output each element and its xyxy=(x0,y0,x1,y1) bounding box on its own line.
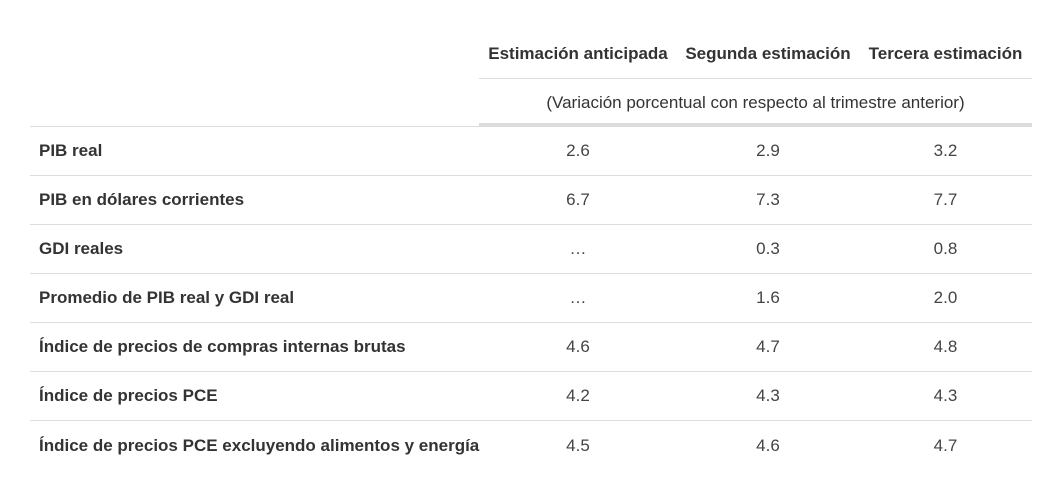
column-header-advance-estimate: Estimación anticipada xyxy=(488,44,668,63)
subheader-row: (Variación porcentual con respecto al tr… xyxy=(30,78,1032,127)
cell-advance-estimate: … xyxy=(569,288,587,307)
column-header-second-estimate: Segunda estimación xyxy=(685,44,851,63)
cell-advance-estimate: 6.7 xyxy=(566,190,590,209)
cell-third-estimate: 2.0 xyxy=(933,288,958,307)
table-row: Promedio de PIB real y GDI real … 1.6 2.… xyxy=(30,274,1032,323)
cell-second-estimate: 4.3 xyxy=(756,386,780,405)
units-subheader: (Variación porcentual con respecto al tr… xyxy=(479,78,1032,127)
column-header-row: Estimación anticipada Segunda estimación… xyxy=(30,30,1032,78)
cell-advance-estimate: 4.5 xyxy=(566,435,590,455)
estimates-table: Estimación anticipada Segunda estimación… xyxy=(30,30,1032,470)
cell-third-estimate: 4.8 xyxy=(933,337,958,356)
cell-advance-estimate: 4.6 xyxy=(566,337,590,356)
row-label: PIB real xyxy=(39,141,103,160)
cell-second-estimate: 2.9 xyxy=(756,141,780,160)
cell-third-estimate: 7.7 xyxy=(933,190,958,209)
row-label: Índice de precios de compras internas br… xyxy=(39,337,406,356)
cell-second-estimate: 7.3 xyxy=(756,190,780,209)
column-header-third-estimate: Tercera estimación xyxy=(868,44,1023,63)
row-label: Índice de precios PCE xyxy=(39,386,218,405)
cell-advance-estimate: 4.2 xyxy=(566,386,590,405)
table-row: Índice de precios PCE 4.2 4.3 4.3 xyxy=(30,372,1032,421)
row-label: PIB en dólares corrientes xyxy=(39,190,245,209)
cell-second-estimate: 0.3 xyxy=(756,239,780,258)
cell-second-estimate: 4.6 xyxy=(756,435,780,455)
row-label: Promedio de PIB real y GDI real xyxy=(39,288,295,307)
cell-second-estimate: 4.7 xyxy=(756,337,780,356)
table-row: Índice de precios PCE excluyendo aliment… xyxy=(30,421,1032,470)
row-label: Índice de precios PCE excluyendo aliment… xyxy=(39,435,480,455)
cell-third-estimate: 3.2 xyxy=(933,141,958,160)
table-row: GDI reales … 0.3 0.8 xyxy=(30,225,1032,274)
table-row: PIB real 2.6 2.9 3.2 xyxy=(30,127,1032,176)
cell-third-estimate: 4.3 xyxy=(933,386,958,405)
cell-third-estimate: 4.7 xyxy=(933,435,958,455)
cell-third-estimate: 0.8 xyxy=(933,239,958,258)
cell-advance-estimate: … xyxy=(569,239,587,258)
table-row: PIB en dólares corrientes 6.7 7.3 7.7 xyxy=(30,176,1032,225)
row-label: GDI reales xyxy=(39,239,124,258)
table-row: Índice de precios de compras internas br… xyxy=(30,323,1032,372)
cell-advance-estimate: 2.6 xyxy=(566,141,590,160)
cell-second-estimate: 1.6 xyxy=(756,288,780,307)
